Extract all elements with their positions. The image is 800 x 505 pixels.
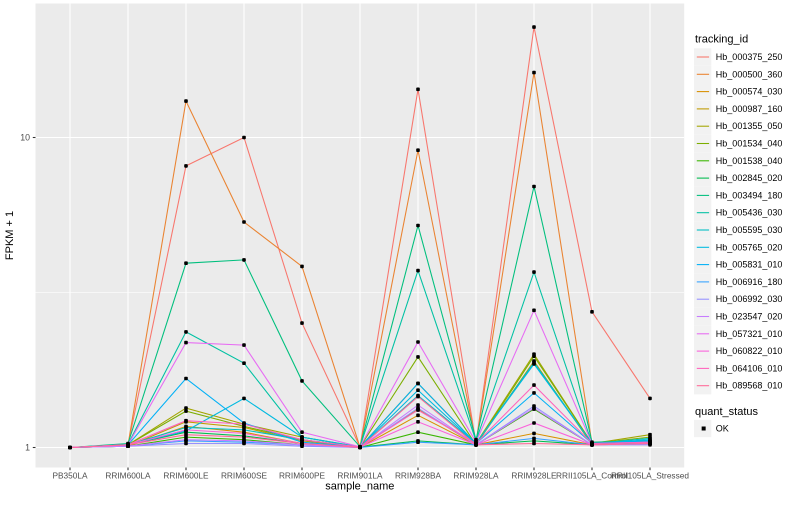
svg-text:Hb_003494_180: Hb_003494_180 [716, 190, 783, 200]
svg-text:Hb_001538_040: Hb_001538_040 [716, 156, 783, 166]
svg-text:Hb_006916_180: Hb_006916_180 [716, 277, 783, 287]
svg-text:10: 10 [20, 133, 30, 143]
svg-text:RRIM928BA: RRIM928BA [395, 471, 442, 481]
svg-text:Hb_064106_010: Hb_064106_010 [716, 363, 783, 373]
svg-text:Hb_001355_050: Hb_001355_050 [716, 121, 783, 131]
svg-text:Hb_000375_250: Hb_000375_250 [716, 52, 783, 62]
svg-text:Hb_089568_010: Hb_089568_010 [716, 381, 783, 391]
svg-text:OK: OK [716, 424, 729, 434]
svg-text:RRII105LA_Stressed: RRII105LA_Stressed [611, 471, 689, 481]
svg-text:sample_name: sample_name [325, 481, 394, 493]
svg-text:Hb_057321_010: Hb_057321_010 [716, 329, 783, 339]
svg-text:Hb_023547_020: Hb_023547_020 [716, 312, 783, 322]
svg-text:RRIM600SE: RRIM600SE [221, 471, 268, 481]
svg-text:Hb_005436_030: Hb_005436_030 [716, 208, 783, 218]
svg-text:RRIM928LA: RRIM928LA [453, 471, 499, 481]
svg-text:FPKM + 1: FPKM + 1 [4, 211, 16, 260]
svg-text:Hb_005595_030: Hb_005595_030 [716, 225, 783, 235]
svg-text:Hb_060822_010: Hb_060822_010 [716, 346, 783, 356]
svg-text:quant_status: quant_status [695, 406, 758, 418]
svg-text:Hb_000500_360: Hb_000500_360 [716, 69, 783, 79]
svg-text:Hb_001534_040: Hb_001534_040 [716, 139, 783, 149]
svg-text:Hb_006992_030: Hb_006992_030 [716, 294, 783, 304]
svg-text:PB350LA: PB350LA [52, 471, 88, 481]
svg-text:RRIM901LA: RRIM901LA [337, 471, 383, 481]
svg-text:Hb_005765_020: Hb_005765_020 [716, 242, 783, 252]
svg-text:RRIM600LA: RRIM600LA [105, 471, 151, 481]
svg-text:Hb_000987_160: Hb_000987_160 [716, 104, 783, 114]
svg-text:RRIM928LE: RRIM928LE [511, 471, 557, 481]
svg-text:1: 1 [25, 443, 30, 453]
svg-text:RRIM600PE: RRIM600PE [279, 471, 326, 481]
svg-text:Hb_002845_020: Hb_002845_020 [716, 173, 783, 183]
svg-text:RRII105LA_Control: RRII105LA_Control [556, 471, 628, 481]
svg-text:Hb_000574_030: Hb_000574_030 [716, 87, 783, 97]
svg-text:Hb_005831_010: Hb_005831_010 [716, 260, 783, 270]
svg-text:RRIM600LE: RRIM600LE [163, 471, 209, 481]
svg-text:tracking_id: tracking_id [695, 34, 748, 46]
